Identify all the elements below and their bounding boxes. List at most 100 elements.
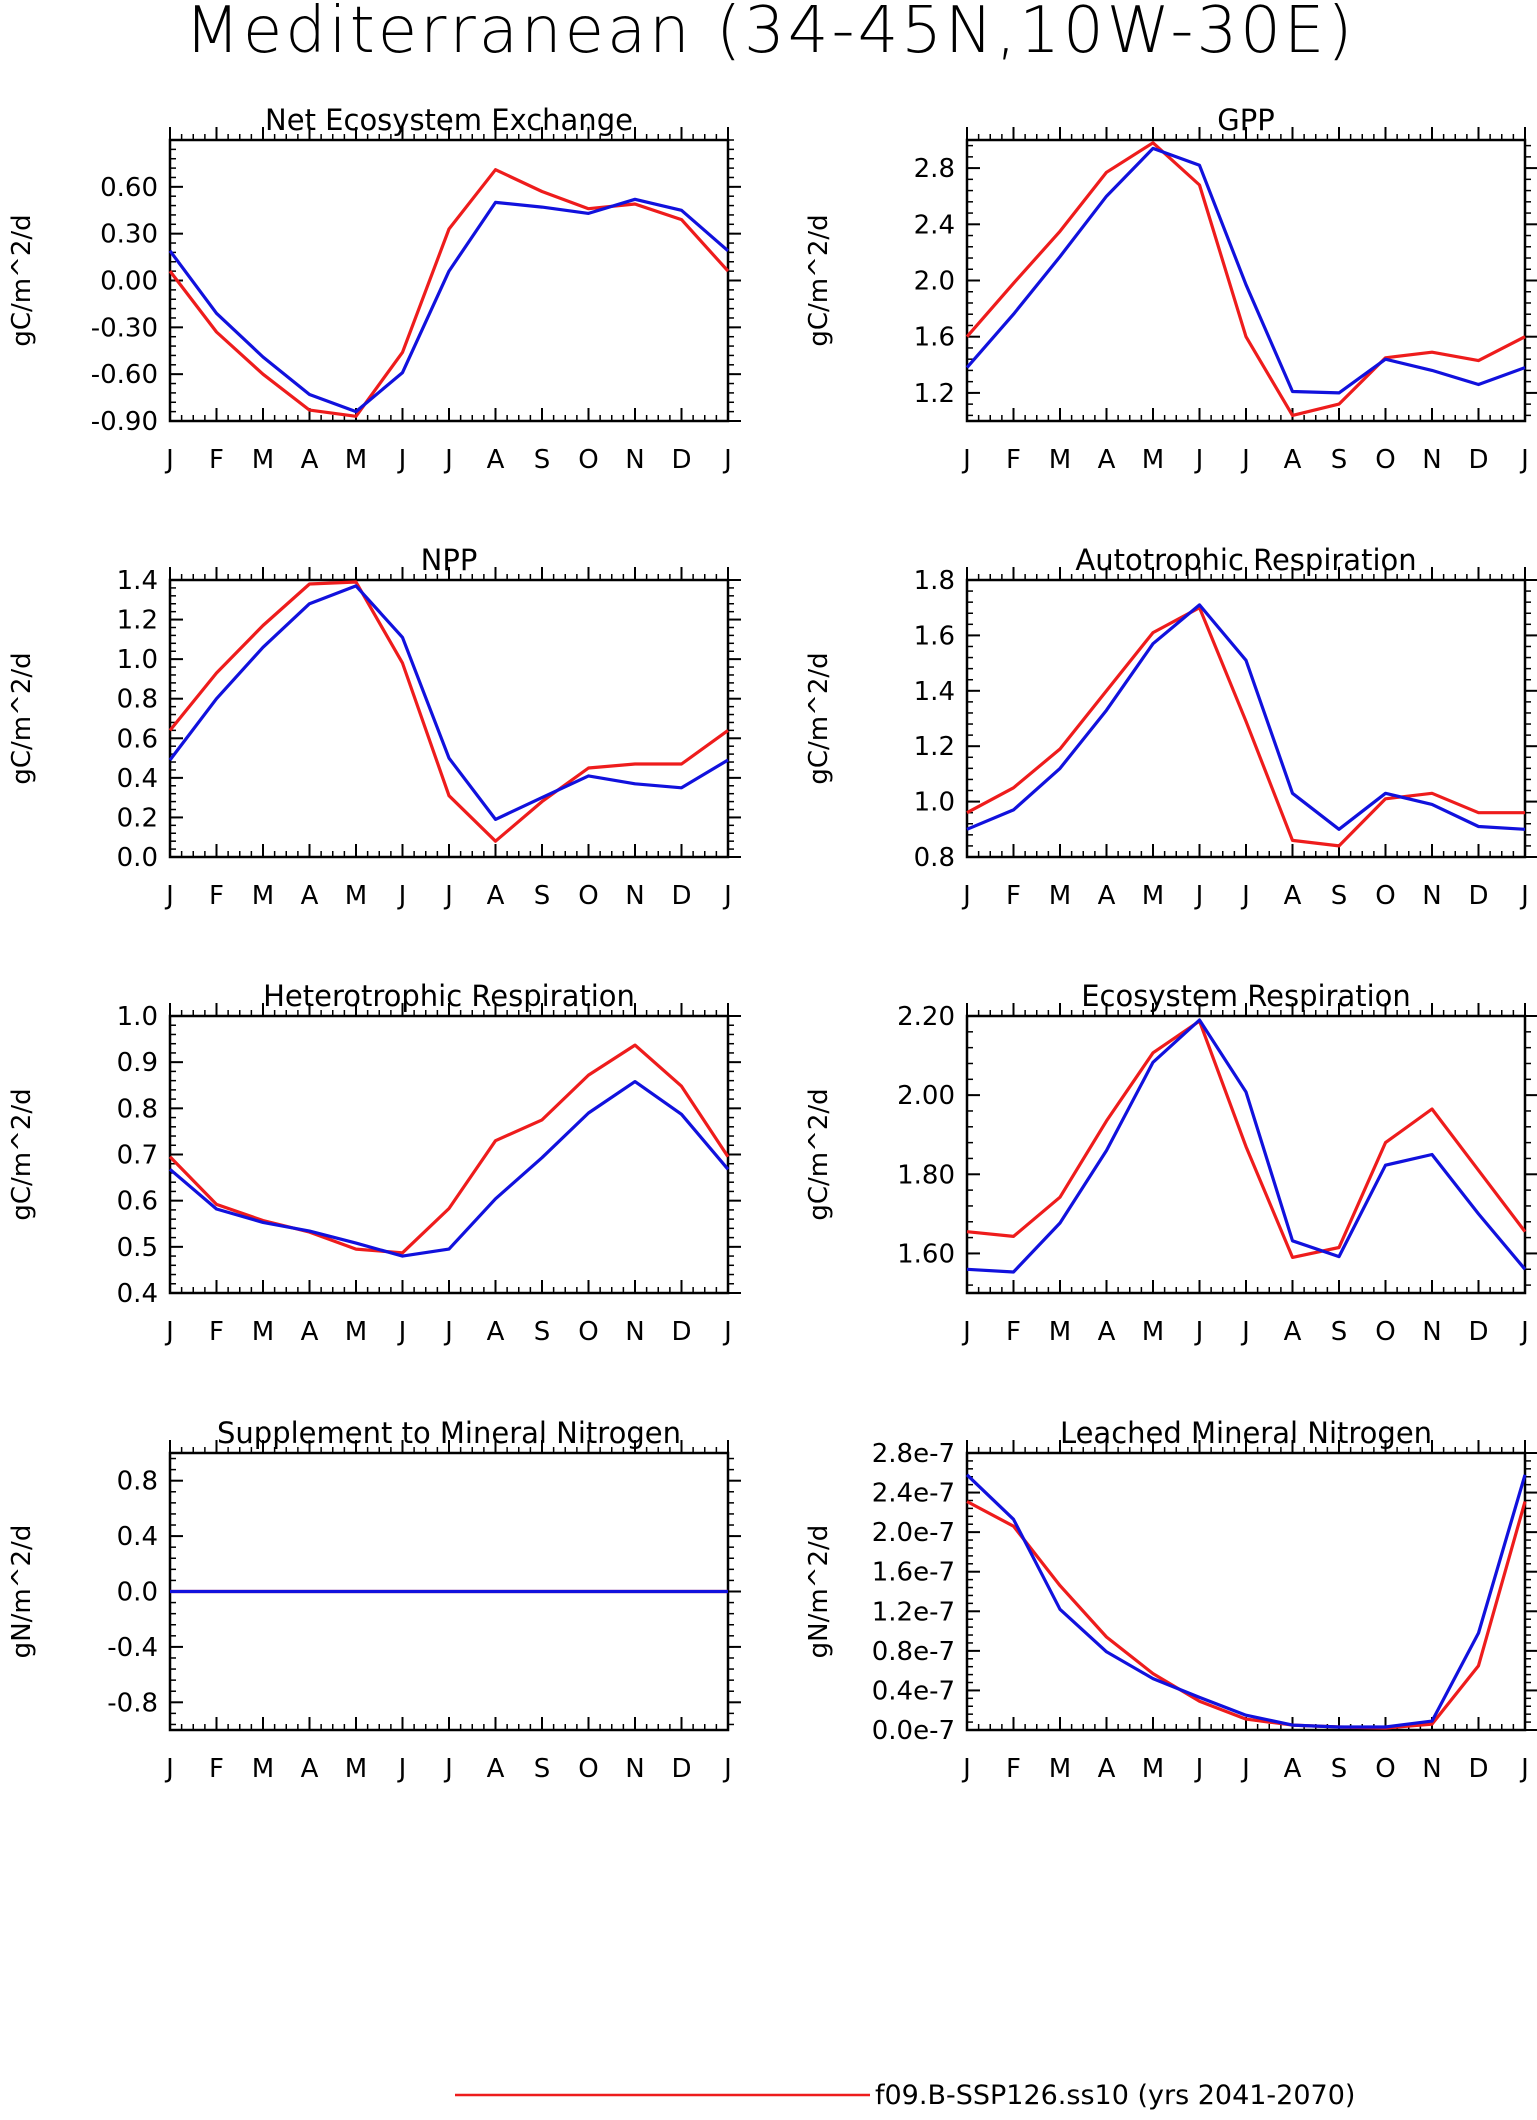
x-tick-label: O (578, 445, 598, 475)
y-tick-label: -0.4 (107, 1633, 158, 1663)
y-axis-label: gC/m^2/d (7, 214, 37, 346)
series-blue-line (965, 146, 1526, 395)
x-tick-label: N (1422, 1754, 1441, 1784)
x-tick-label: A (301, 445, 319, 475)
x-tick-label: N (625, 1317, 644, 1347)
x-tick-label: O (1375, 1317, 1395, 1347)
x-tick-label: M (1049, 881, 1071, 911)
x-tick-label: J (961, 1754, 971, 1784)
y-tick-label: 0.9 (117, 1048, 158, 1078)
x-tick-label: D (671, 445, 691, 475)
x-tick-label: N (1422, 1317, 1441, 1347)
x-tick-label: J (1240, 1317, 1250, 1347)
series-blue-line (966, 1018, 1527, 1274)
x-tick-label: S (1331, 445, 1348, 475)
x-tick-label: S (1331, 1317, 1348, 1347)
x-tick-label: J (1194, 445, 1204, 475)
x-tick-label: J (1240, 1754, 1250, 1784)
x-tick-label: J (722, 1754, 732, 1784)
x-tick-label: J (1194, 1317, 1204, 1347)
series-blue-line (168, 197, 730, 414)
y-tick-label: 2.8 (914, 154, 955, 184)
x-tick-label: A (1098, 881, 1116, 911)
y-tick-label: 2.0e-7 (872, 1518, 955, 1548)
y-axis-label: gN/m^2/d (804, 1525, 834, 1659)
x-tick-label: M (1142, 1754, 1164, 1784)
legend-red-label: f09.B-SSP126.ss10 (yrs 2041-2070) (875, 2080, 1355, 2111)
x-tick-label: J (1519, 445, 1529, 475)
x-tick-label: N (1422, 445, 1441, 475)
x-tick-label: J (164, 1317, 174, 1347)
x-tick-label: J (397, 881, 407, 911)
series-blue-line (168, 1079, 730, 1258)
y-tick-label: 1.6 (914, 323, 955, 353)
x-tick-label: J (722, 1317, 732, 1347)
x-tick-label: M (252, 881, 274, 911)
x-tick-label: J (1194, 881, 1204, 911)
series-red-line (168, 580, 729, 843)
y-tick-label: 0.8 (117, 1467, 158, 1497)
x-tick-label: S (1331, 881, 1348, 911)
x-tick-label: A (301, 1754, 319, 1784)
x-tick-label: A (1098, 1754, 1116, 1784)
y-tick-label: 1.6e-7 (872, 1558, 955, 1588)
x-tick-label: J (164, 1754, 174, 1784)
x-tick-label: F (1006, 445, 1021, 475)
x-tick-label: D (1468, 445, 1488, 475)
x-tick-label: J (722, 881, 732, 911)
y-axis-label: gC/m^2/d (7, 652, 37, 784)
y-axis-label: gC/m^2/d (804, 1088, 834, 1220)
x-tick-label: A (301, 881, 319, 911)
y-tick-label: 2.20 (897, 1002, 955, 1032)
series-red-line (966, 1019, 1527, 1260)
x-tick-label: D (671, 881, 691, 911)
x-tick-label: J (1519, 881, 1529, 911)
x-tick-label: J (164, 445, 174, 475)
y-axis-label: gC/m^2/d (804, 214, 834, 346)
x-tick-label: J (443, 1754, 453, 1784)
y-tick-label: 1.2e-7 (872, 1597, 955, 1627)
x-tick-label: M (345, 445, 367, 475)
x-tick-label: S (1331, 1754, 1348, 1784)
y-axis-label: gN/m^2/d (7, 1525, 37, 1659)
y-tick-label: 0.8e-7 (872, 1637, 955, 1667)
y-tick-label: 0.4 (117, 1279, 158, 1309)
x-tick-label: N (625, 1754, 644, 1784)
x-tick-label: D (1468, 1317, 1488, 1347)
y-tick-label: 0.0 (117, 843, 158, 873)
series-blue-line (168, 584, 729, 822)
x-tick-label: O (578, 881, 598, 911)
x-tick-label: A (1284, 1317, 1302, 1347)
series-red-line (966, 1500, 1527, 1730)
x-tick-label: M (1049, 445, 1071, 475)
x-tick-label: M (345, 881, 367, 911)
x-tick-label: O (578, 1754, 598, 1784)
x-tick-label: S (534, 1317, 551, 1347)
x-tick-label: D (1468, 1754, 1488, 1784)
y-tick-label: -0.30 (91, 313, 158, 343)
x-tick-label: J (722, 445, 732, 475)
y-tick-label: 1.60 (897, 1239, 955, 1269)
x-tick-label: F (209, 1317, 224, 1347)
x-tick-label: S (534, 1754, 551, 1784)
x-tick-label: F (1006, 881, 1021, 911)
y-tick-label: 2.4e-7 (872, 1479, 955, 1509)
x-tick-label: N (625, 881, 644, 911)
x-tick-label: A (1284, 881, 1302, 911)
series-red-line (965, 141, 1526, 417)
y-tick-label: -0.60 (91, 360, 158, 390)
x-tick-label: J (164, 881, 174, 911)
y-tick-label: 0.5 (117, 1233, 158, 1263)
x-tick-label: O (578, 1317, 598, 1347)
y-tick-label: 0.0e-7 (872, 1716, 955, 1746)
series-blue-line (966, 603, 1526, 831)
x-tick-label: D (671, 1754, 691, 1784)
y-tick-label: 1.4 (914, 677, 955, 707)
